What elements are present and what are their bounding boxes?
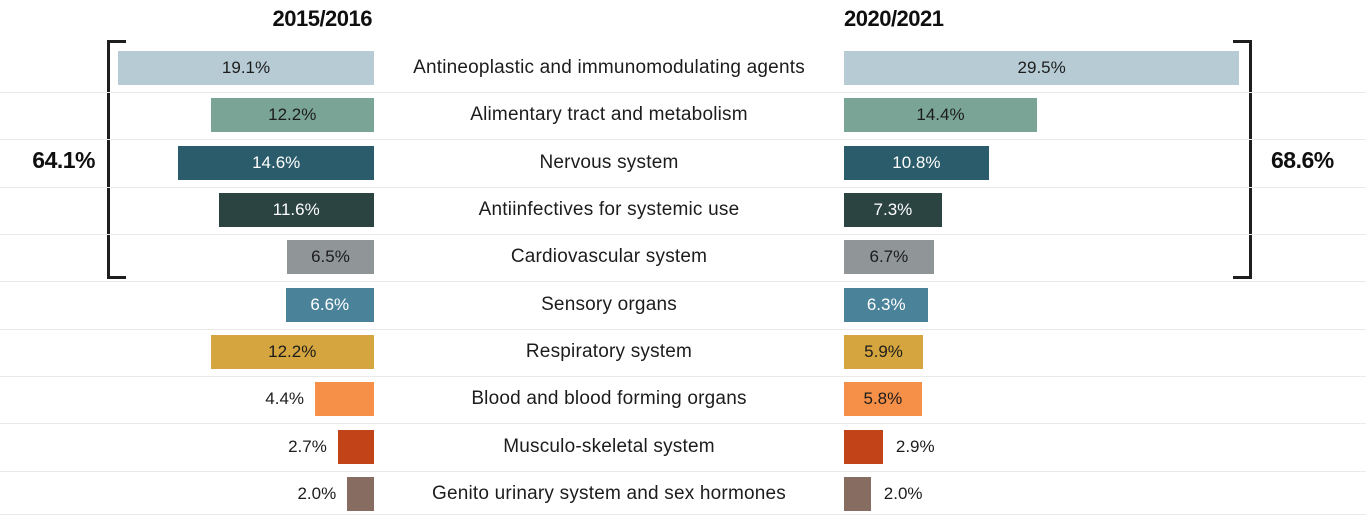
chart-row: 2.0% Genito urinary system and sex hormon… — [0, 477, 1366, 512]
category-label: Alimentary tract and metabolism — [470, 104, 748, 126]
bar-2015-2016 — [315, 382, 374, 417]
bar-value-label: 2.9% — [895, 436, 935, 456]
right-group-bracket — [1233, 40, 1252, 279]
bar-2020-2021 — [844, 477, 871, 512]
bar-value-label: 5.9% — [864, 342, 903, 362]
chart-row: 19.1% Antineoplastic and immunomodulating… — [0, 51, 1366, 85]
category-label: Nervous system — [539, 151, 679, 173]
bar-2015-2016: 12.2% — [210, 335, 374, 370]
bar-2015-2016: 6.6% — [285, 287, 374, 322]
bar-value-label: 5.8% — [863, 389, 903, 409]
bar-2020-2021: 6.7% — [844, 240, 934, 275]
row-separator — [0, 281, 1366, 283]
row-separator — [0, 328, 1366, 330]
bar-value-label: 12.2% — [268, 105, 317, 125]
bar-2015-2016: 14.6% — [178, 145, 374, 180]
bar-2015-2016: 12.2% — [210, 98, 374, 133]
chart-row: 6.5% Cardiovascular system 6.7% — [0, 240, 1366, 275]
bar-value-label: 2.0% — [883, 484, 923, 504]
bar-2015-2016 — [347, 477, 374, 512]
bar-2020-2021: 5.9% — [844, 335, 924, 370]
bar-value-label: 14.6% — [252, 152, 301, 172]
row-separator — [0, 186, 1366, 188]
right-group-total: 68.6% — [1271, 147, 1334, 173]
bar-value-label: 4.4% — [265, 389, 305, 409]
row-separator — [0, 91, 1366, 93]
category-label: Blood and blood forming organs — [471, 388, 747, 410]
bar-2020-2021: 14.4% — [844, 98, 1037, 133]
bar-value-label: 11.6% — [272, 200, 320, 220]
chart-row: 4.4% Blood and blood forming organs 5.8% — [0, 382, 1366, 417]
category-label: Antiinfectives for systemic use — [478, 199, 740, 221]
bar-value-label: 6.5% — [311, 247, 350, 267]
bar-2015-2016 — [337, 429, 374, 464]
bar-value-label: 2.0% — [297, 484, 337, 504]
row-separator — [0, 470, 1366, 472]
column-title-2020-2021: 2020/2021 — [844, 6, 944, 31]
bar-value-label: 6.3% — [866, 294, 906, 314]
row-separator — [0, 376, 1366, 378]
left-group-bracket — [107, 40, 126, 279]
bar-2020-2021: 29.5% — [844, 51, 1240, 85]
bar-2020-2021: 7.3% — [844, 193, 942, 228]
chart-row: 2.7% Musculo-skeletal system 2.9% — [0, 429, 1366, 464]
category-label: Sensory organs — [541, 293, 677, 315]
chart-row: 14.6% Nervous system 10.8% — [0, 145, 1366, 180]
bar-value-label: 10.8% — [892, 152, 941, 172]
bar-value-label: 12.2% — [268, 342, 317, 362]
column-title-2015-2016: 2015/2016 — [272, 6, 373, 31]
bar-value-label: 14.4% — [916, 105, 965, 125]
bar-2020-2021: 10.8% — [844, 145, 989, 180]
bar-2015-2016: 11.6% — [218, 193, 374, 228]
bar-value-label: 6.6% — [310, 294, 350, 314]
bar-2020-2021: 5.8% — [844, 382, 922, 417]
bar-2015-2016: 19.1% — [118, 51, 374, 85]
chart-row: 12.2% Respiratory system 5.9% — [0, 335, 1366, 370]
category-label: Genito urinary system and sex hormones — [432, 483, 786, 505]
row-separator — [0, 423, 1366, 425]
chart-row: 12.2% Alimentary tract and metabolism 14.4… — [0, 98, 1366, 133]
bar-value-label: 2.7% — [288, 436, 327, 456]
chart-row: 11.6% Antiinfectives for systemic use 7.3% — [0, 193, 1366, 228]
bar-value-label: 19.1% — [221, 58, 271, 77]
row-separator — [0, 514, 1366, 515]
bar-2020-2021 — [844, 429, 883, 464]
bar-2020-2021: 6.3% — [844, 287, 929, 322]
left-group-total: 64.1% — [32, 147, 95, 173]
bar-2015-2016: 6.5% — [286, 240, 374, 275]
bar-value-label: 6.7% — [869, 247, 909, 267]
bar-value-label: 7.3% — [873, 200, 913, 220]
row-separator — [0, 139, 1366, 141]
category-label: Cardiovascular system — [510, 246, 708, 268]
chart-row: 6.6% Sensory organs 6.3% — [0, 287, 1366, 322]
bar-value-label: 29.5% — [1017, 58, 1066, 77]
category-label: Respiratory system — [525, 341, 693, 363]
category-label: Antineoplastic and immunomodulating agen… — [413, 57, 805, 78]
row-separator — [0, 234, 1366, 235]
category-label: Musculo-skeletal system — [503, 435, 715, 457]
